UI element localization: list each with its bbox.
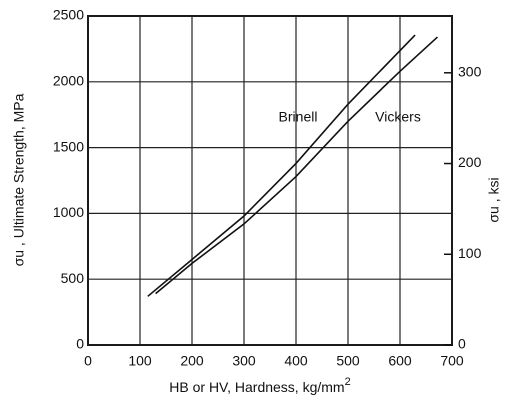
- y2-tick-label: 300: [458, 64, 482, 80]
- y-tick-label: 1000: [53, 204, 84, 220]
- x-tick-label: 600: [388, 353, 412, 369]
- y-tick-label: 500: [61, 270, 85, 286]
- x-tick-label: 400: [284, 353, 308, 369]
- y-tick-label: 2500: [53, 7, 84, 23]
- x-tick-label: 500: [336, 353, 360, 369]
- y-axis-label: σu , Ultimate Strength, MPa: [11, 93, 27, 266]
- y2-tick-label: 100: [458, 245, 482, 261]
- x-axis-label-exponent: 2: [345, 376, 351, 388]
- series-line: [147, 34, 416, 297]
- series-label: Vickers: [375, 109, 421, 125]
- x-tick-label: 100: [128, 353, 152, 369]
- y-tick-label: 2000: [53, 73, 84, 89]
- plot-frame: [87, 15, 453, 346]
- x-tick-label: 0: [84, 353, 92, 369]
- y-tick-label: 0: [76, 336, 84, 352]
- y2-tick-label: 200: [458, 154, 482, 170]
- x-tick-label: 700: [440, 353, 464, 369]
- y2-tick-label: 0: [458, 336, 466, 352]
- series-line: [155, 36, 438, 295]
- x-axis-label-text: HB or HV, Hardness, kg/mm: [169, 379, 344, 395]
- y2-axis-label: σu , ksi: [486, 177, 502, 222]
- x-tick-label: 300: [232, 353, 256, 369]
- series-label: Brinell: [279, 109, 318, 125]
- x-axis-label: HB or HV, Hardness, kg/mm2: [169, 376, 350, 395]
- y-tick-label: 1500: [53, 138, 84, 154]
- x-tick-label: 200: [180, 353, 204, 369]
